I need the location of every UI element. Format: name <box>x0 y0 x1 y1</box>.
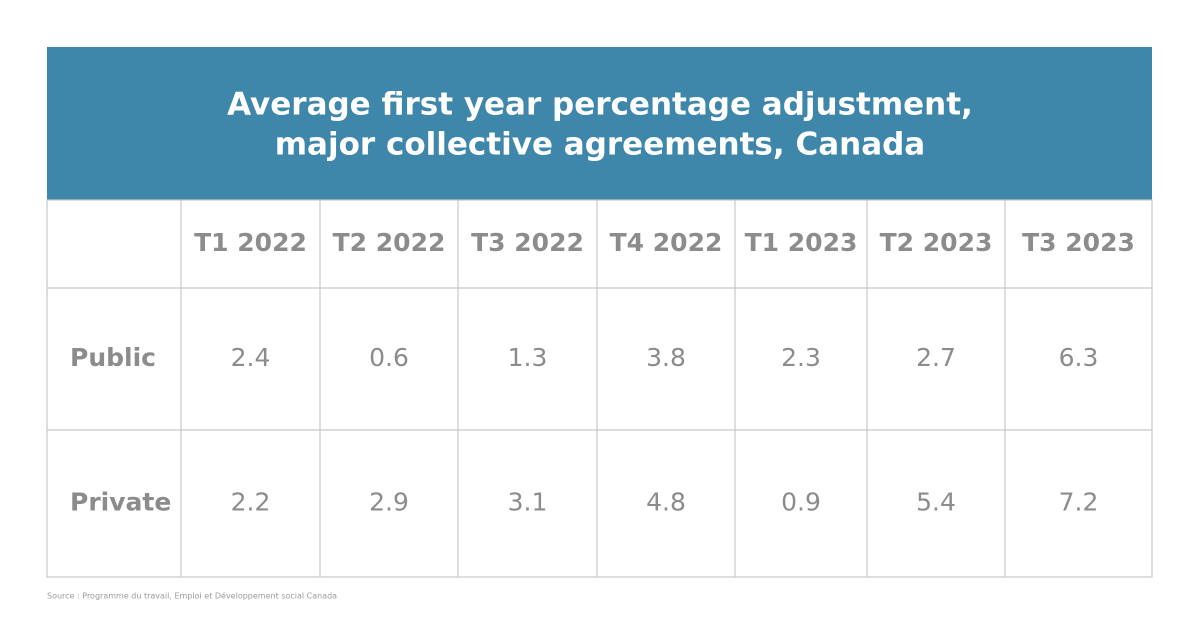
column-header: T3 2022 <box>471 228 584 257</box>
cell-value: 0.9 <box>781 488 821 517</box>
table-border <box>46 199 1153 578</box>
title-line: Average first year percentage adjustment… <box>227 87 973 123</box>
cell-value: 3.8 <box>646 343 686 372</box>
cell-value: 2.2 <box>231 488 271 517</box>
cell-value: 4.8 <box>646 488 686 517</box>
source-note: Source : Programme du travail, Emploi et… <box>47 591 337 601</box>
cell-value: 7.2 <box>1059 488 1099 517</box>
cell-value: 6.3 <box>1059 343 1099 372</box>
cell-value: 1.3 <box>508 343 548 372</box>
cell-value: 2.7 <box>916 343 956 372</box>
cell-value: 2.9 <box>369 488 409 517</box>
column-header: T1 2023 <box>745 228 858 257</box>
header-band <box>47 47 1152 200</box>
column-header: T3 2023 <box>1022 228 1135 257</box>
row-label: Private <box>70 488 171 517</box>
column-header: T1 2022 <box>194 228 307 257</box>
cell-value: 0.6 <box>369 343 409 372</box>
column-header: T2 2023 <box>880 228 993 257</box>
cell-value: 2.3 <box>781 343 821 372</box>
title-line: major collective agreements, Canada <box>275 127 925 163</box>
column-header: T2 2022 <box>333 228 446 257</box>
row-label: Public <box>70 343 156 372</box>
column-header: T4 2022 <box>610 228 723 257</box>
cell-value: 5.4 <box>916 488 956 517</box>
cell-value: 3.1 <box>508 488 548 517</box>
cell-value: 2.4 <box>231 343 271 372</box>
